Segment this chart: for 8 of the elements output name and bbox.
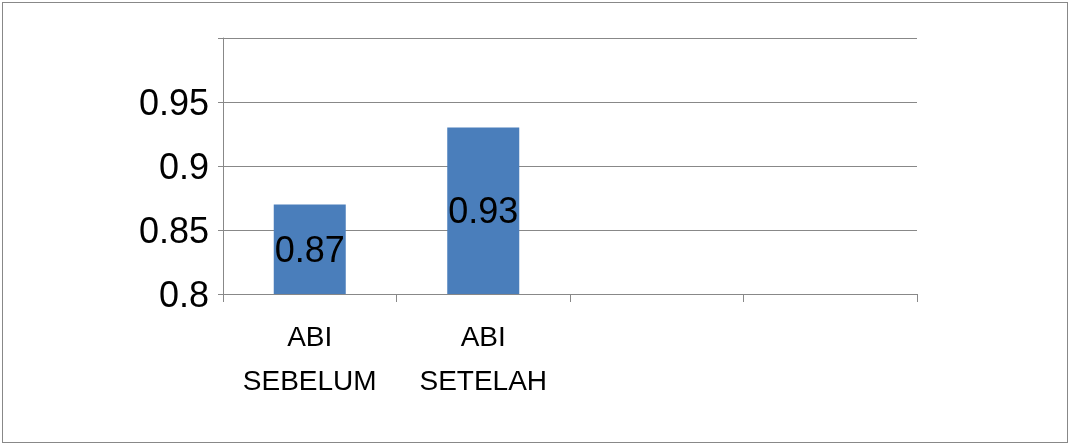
- data-label: 0.87: [274, 228, 345, 270]
- y-tick-label: 0.85: [138, 209, 209, 251]
- x-tick-label: ABI SETELAH: [419, 320, 548, 396]
- y-tick-label: 0.8: [158, 273, 209, 315]
- data-label: 0.93: [448, 190, 519, 232]
- y-tick-label: 0.95: [138, 81, 209, 123]
- y-tick-label: 0.9: [158, 145, 209, 187]
- x-tick-label: ABI SEBELUM: [242, 320, 377, 396]
